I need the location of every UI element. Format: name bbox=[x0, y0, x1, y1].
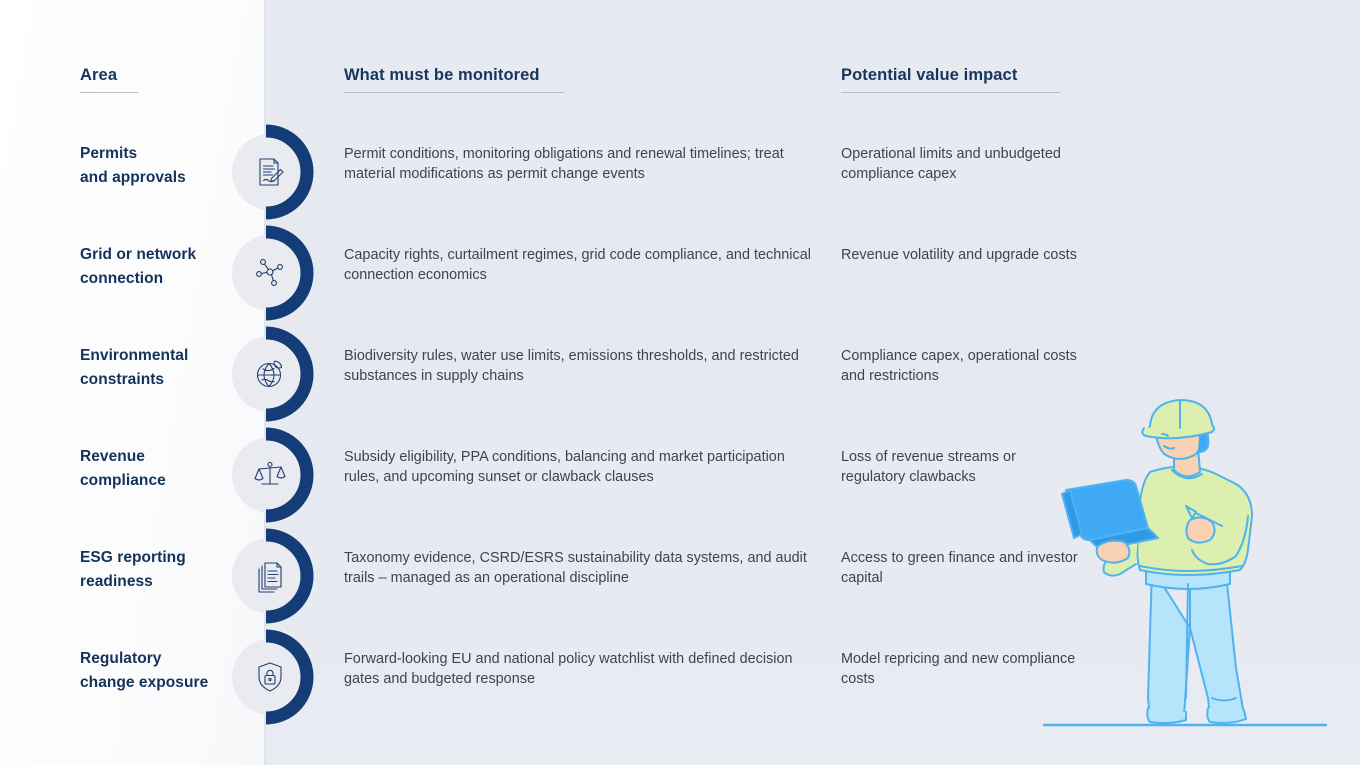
row-monitored-text: Biodiversity rules, water use limits, em… bbox=[344, 348, 799, 384]
row-marker bbox=[232, 528, 318, 624]
row-monitored-text: Taxonomy evidence, CSRD/ESRS sustainabil… bbox=[344, 550, 807, 586]
row-impact-text: Access to green finance and investor cap… bbox=[841, 550, 1078, 586]
column-header-monitored: What must be monitored bbox=[344, 66, 564, 93]
row-marker bbox=[232, 427, 318, 523]
marker-arc bbox=[265, 326, 314, 422]
row-area-label: Grid or network connection bbox=[80, 246, 197, 287]
shield-lock-icon bbox=[253, 660, 287, 694]
column-header-impact: Potential value impact bbox=[841, 66, 1060, 93]
table-row: Grid or network connection Capacity rights… bbox=[0, 225, 1360, 330]
row-area-label: Revenue compliance bbox=[80, 448, 166, 489]
marker-arc bbox=[265, 629, 314, 725]
row-marker bbox=[232, 629, 318, 725]
table-row: Environmental constraints Biodiversity rul… bbox=[0, 326, 1360, 431]
row-marker bbox=[232, 326, 318, 422]
row-impact-text: Revenue volatility and upgrade costs bbox=[841, 247, 1077, 263]
table-row: Revenue compliance Subsidy eligibility, PP… bbox=[0, 427, 1360, 532]
column-header-impact-rule bbox=[841, 92, 1060, 93]
row-marker bbox=[232, 124, 318, 220]
row-marker bbox=[232, 225, 318, 321]
row-impact-text: Model repricing and new compliance costs bbox=[841, 651, 1076, 687]
globe-leaf-icon bbox=[253, 357, 287, 391]
row-impact-text: Operational limits and unbudgeted compli… bbox=[841, 146, 1061, 182]
column-header-monitored-label: What must be monitored bbox=[344, 66, 540, 84]
scales-balance-icon bbox=[253, 458, 287, 492]
table-row: Permits and approvals Permit conditions, m… bbox=[0, 124, 1360, 229]
column-header-impact-label: Potential value impact bbox=[841, 66, 1018, 84]
column-header-area-label: Area bbox=[80, 66, 118, 84]
row-impact-text: Loss of revenue streams or regulatory cl… bbox=[841, 449, 1016, 485]
left-panel-background bbox=[0, 0, 265, 765]
document-pen-icon bbox=[253, 155, 287, 189]
row-impact-text: Compliance capex, operational costs and … bbox=[841, 348, 1077, 384]
row-area-label: Regulatory change exposure bbox=[80, 650, 209, 691]
table-row: ESG reporting readiness Taxonomy evidence,… bbox=[0, 528, 1360, 633]
stacked-documents-icon bbox=[253, 559, 287, 593]
row-area-label: Permits and approvals bbox=[80, 145, 186, 186]
column-header-monitored-rule bbox=[344, 92, 564, 93]
worker-with-tablet-illustration bbox=[1040, 398, 1330, 738]
row-monitored-text: Forward-looking EU and national policy w… bbox=[344, 651, 793, 687]
row-area-label: Environmental constraints bbox=[80, 347, 189, 388]
marker-arc bbox=[265, 225, 314, 321]
row-monitored-text: Subsidy eligibility, PPA conditions, bal… bbox=[344, 449, 785, 485]
row-area-label: ESG reporting readiness bbox=[80, 549, 186, 590]
network-nodes-icon bbox=[253, 256, 287, 290]
row-monitored-text: Capacity rights, curtailment regimes, gr… bbox=[344, 247, 811, 283]
marker-arc bbox=[265, 124, 314, 220]
marker-arc bbox=[265, 528, 314, 624]
row-monitored-text: Permit conditions, monitoring obligation… bbox=[344, 146, 784, 182]
column-header-area-rule bbox=[80, 92, 138, 93]
table-row: Regulatory change exposure Forward-looking… bbox=[0, 629, 1360, 734]
marker-arc bbox=[265, 427, 314, 523]
column-header-area: Area bbox=[80, 66, 138, 93]
